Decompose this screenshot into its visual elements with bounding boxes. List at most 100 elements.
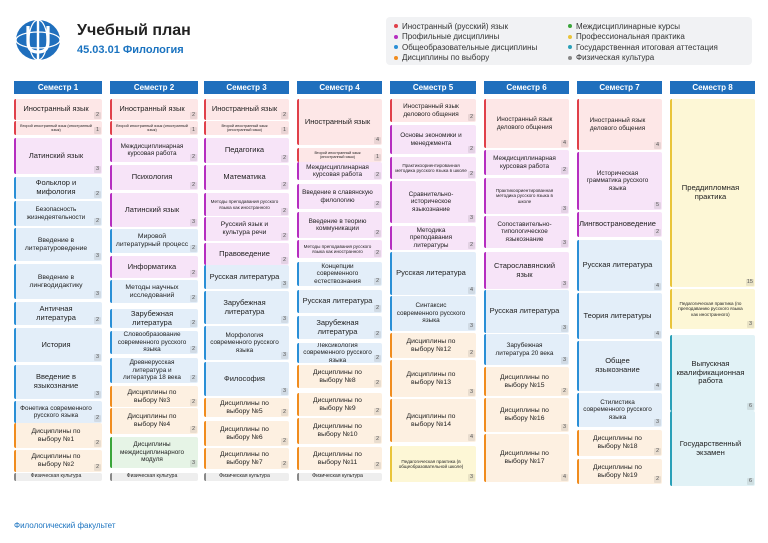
course-title: Введение в литературоведение <box>24 236 88 252</box>
semester-header-4: Семестр 4 <box>297 81 382 94</box>
credit-badge: 3 <box>561 281 568 288</box>
legend-label: Иностранный (русский) язык <box>402 21 508 31</box>
course-card: Математика 2 <box>204 165 289 190</box>
course-title: Физическая культура <box>126 473 178 480</box>
course-title: Введение в славянскую филологию <box>302 189 373 204</box>
course-card: Лексикология современного русского языка… <box>297 343 382 363</box>
course-card: Практикоориентированная методика русског… <box>390 157 476 179</box>
course-card: Дисциплины по выбору №6 2 <box>204 421 289 446</box>
course-title: Дисциплины по выбору №13 <box>406 370 456 386</box>
course-title: Зарубежная литература <box>316 317 359 336</box>
course-card: Иностранный язык 2 <box>14 99 102 120</box>
course-card: Второй иностранный язык (иностранный язы… <box>110 121 198 135</box>
course-title: Мировой литературный процесс <box>115 233 189 248</box>
credit-badge: 2 <box>190 375 197 382</box>
course-title: Правоведение <box>219 248 270 258</box>
course-card: Иностранный язык 2 <box>110 99 198 120</box>
credit-badge: 3 <box>190 460 197 467</box>
course-title: Выпускная квалификационная работа <box>676 358 745 386</box>
credit-badge: 2 <box>94 191 101 198</box>
legend-label: Профильные дисциплины <box>402 32 500 42</box>
credit-badge: 3 <box>561 206 568 213</box>
course-card: Введение в литературоведение 3 <box>14 228 102 261</box>
course-card: Иностранный язык 2 <box>204 99 289 120</box>
legend-dot-icon <box>394 55 398 60</box>
credit-badge: 2 <box>94 440 101 447</box>
course-card: Дисциплины по выбору №14 4 <box>390 399 476 442</box>
course-title: Дисциплины по выбору №10 <box>313 423 362 438</box>
credit-badge: 2 <box>190 182 197 189</box>
course-title: Русская литература <box>582 260 653 270</box>
semester-header-2: Семестр 2 <box>110 81 198 94</box>
legend: Иностранный (русский) язык Междисциплинар… <box>386 17 752 65</box>
credit-badge: 3 <box>94 291 101 298</box>
course-title: Практикоориентированная методика русског… <box>495 188 554 204</box>
legend-dot-icon <box>568 24 572 29</box>
course-title: Сравнительно-историческое языкознание <box>408 190 454 213</box>
course-title: Иностранный язык <box>119 104 185 114</box>
course-title: Педагогика <box>224 145 265 155</box>
credit-badge: 2 <box>374 408 381 415</box>
semester-header-7: Семестр 7 <box>577 81 662 94</box>
course-card: Старославянский язык 3 <box>484 252 569 289</box>
course-title: Иностранный язык <box>211 104 278 114</box>
legend-item: Профессиональная практика <box>568 32 748 43</box>
credit-badge: 2 <box>561 388 568 395</box>
course-card: Введение в лингводидактику 3 <box>14 264 102 299</box>
course-card: Зарубежная литература 20 века 3 <box>484 334 569 365</box>
course-title: Физическая культура <box>312 473 363 480</box>
credit-badge: 2 <box>561 167 568 174</box>
credit-badge: 3 <box>94 391 101 398</box>
credit-badge: 3 <box>281 316 288 323</box>
credit-badge: 4 <box>374 137 381 144</box>
course-card: Дисциплины по выбору №2 2 <box>14 450 102 472</box>
legend-label: Государственная итоговая аттестация <box>576 42 718 52</box>
credit-badge: 2 <box>190 320 197 327</box>
credit-badge: 4 <box>654 383 661 390</box>
course-card: Иностранный язык делового общения 4 <box>577 99 662 150</box>
course-title: Физическая культура <box>30 473 82 480</box>
course-title: Сопоставительно-типологическое языкознан… <box>497 220 552 243</box>
credit-badge: 2 <box>190 154 197 161</box>
university-logo-icon <box>15 19 61 61</box>
course-card: Сопоставительно-типологическое языкознан… <box>484 216 569 248</box>
course-card: Русская литература 3 <box>484 290 569 333</box>
legend-label: Дисциплины по выбору <box>402 53 490 63</box>
legend-item: Профильные дисциплины <box>394 32 562 43</box>
credit-badge: 2 <box>190 112 197 119</box>
course-title: Дисциплины по выбору №11 <box>313 450 362 466</box>
course-title: Дисциплины по выбору №18 <box>593 435 642 450</box>
course-title: Древнерусская литература и литература 18… <box>123 359 181 382</box>
course-card: Дисциплины по выбору №1 2 <box>14 423 102 448</box>
semester-header-3: Семестр 3 <box>204 81 289 94</box>
course-title: Иностранный язык делового общения <box>589 117 646 132</box>
course-card: Введение в славянскую филологию 2 <box>297 184 382 209</box>
course-card: Иностранный язык делового общения 4 <box>484 99 569 148</box>
credit-badge: 2 <box>468 350 475 357</box>
course-card: Государственный экзамен 6 <box>670 411 755 486</box>
course-title: Зарубежная литература <box>223 297 266 316</box>
course-title: Информатика <box>127 261 177 271</box>
course-title: Физическая культура <box>219 473 270 480</box>
legend-label: Физическая культура <box>576 53 655 63</box>
course-title: Психология <box>131 172 173 182</box>
course-card: Психология 2 <box>110 165 198 190</box>
course-title: Государственный экзамен <box>679 438 742 457</box>
credit-badge: 2 <box>374 380 381 387</box>
course-card: Русская литература 4 <box>390 252 476 295</box>
credit-badge: 3 <box>281 388 288 395</box>
course-card: Преддипломная практика 15 <box>670 99 755 287</box>
course-card: Дисциплины по выбору №19 2 <box>577 459 662 484</box>
course-card: Теория литературы 4 <box>577 293 662 339</box>
course-title: Русская литература <box>209 271 280 281</box>
course-card: Лингвострановедение 2 <box>577 212 662 237</box>
course-title: Дисциплины междисциплинарного модуля <box>119 441 185 464</box>
credit-badge: 1 <box>374 154 381 161</box>
course-card: Дисциплины по выбору №5 2 <box>204 398 289 417</box>
credit-badge: 2 <box>94 218 101 225</box>
course-card: Второй иностранный язык (иностранный язы… <box>204 121 289 135</box>
course-title: Старославянский язык <box>493 260 556 279</box>
course-title: Дисциплины по выбору №9 <box>313 396 362 412</box>
credit-badge: 2 <box>374 305 381 312</box>
credit-badge: 2 <box>281 438 288 445</box>
